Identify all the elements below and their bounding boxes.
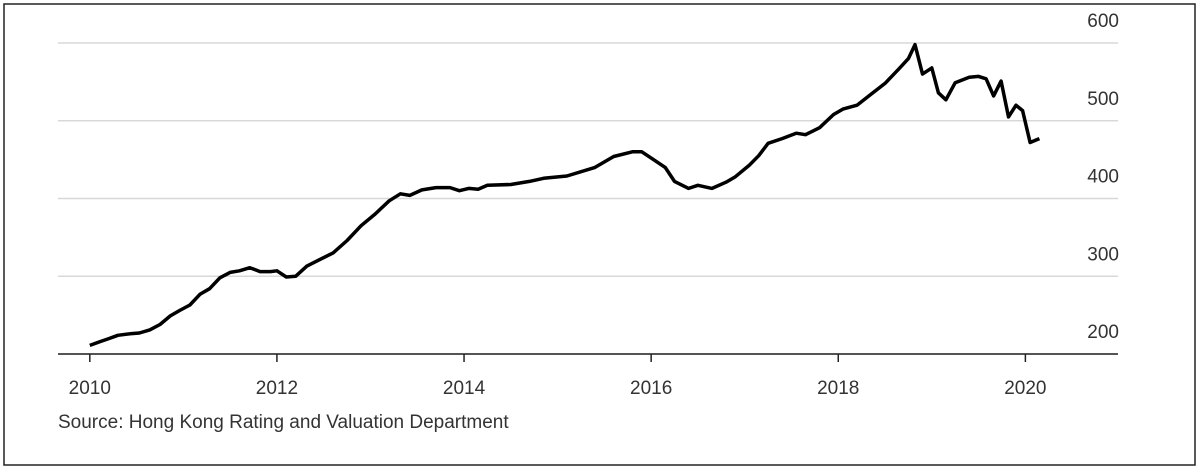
x-tick-label: 2010 bbox=[69, 378, 111, 399]
x-tick-label: 2020 bbox=[1004, 378, 1046, 399]
y-tick-label: 300 bbox=[1087, 244, 1119, 265]
y-tick-label: 600 bbox=[1087, 11, 1119, 32]
x-tick-label: 2016 bbox=[630, 378, 672, 399]
x-tick-label: 2014 bbox=[443, 378, 486, 399]
source-note: Source: Hong Kong Rating and Valuation D… bbox=[58, 412, 509, 433]
x-tick-label: 2012 bbox=[256, 378, 298, 399]
y-tick-label: 400 bbox=[1087, 167, 1119, 188]
y-tick-label: 200 bbox=[1087, 322, 1119, 343]
frame bbox=[3, 3, 1196, 466]
x-tick-label: 2018 bbox=[817, 378, 859, 399]
y-tick-label: 500 bbox=[1087, 89, 1119, 110]
data-line bbox=[89, 42, 1041, 348]
